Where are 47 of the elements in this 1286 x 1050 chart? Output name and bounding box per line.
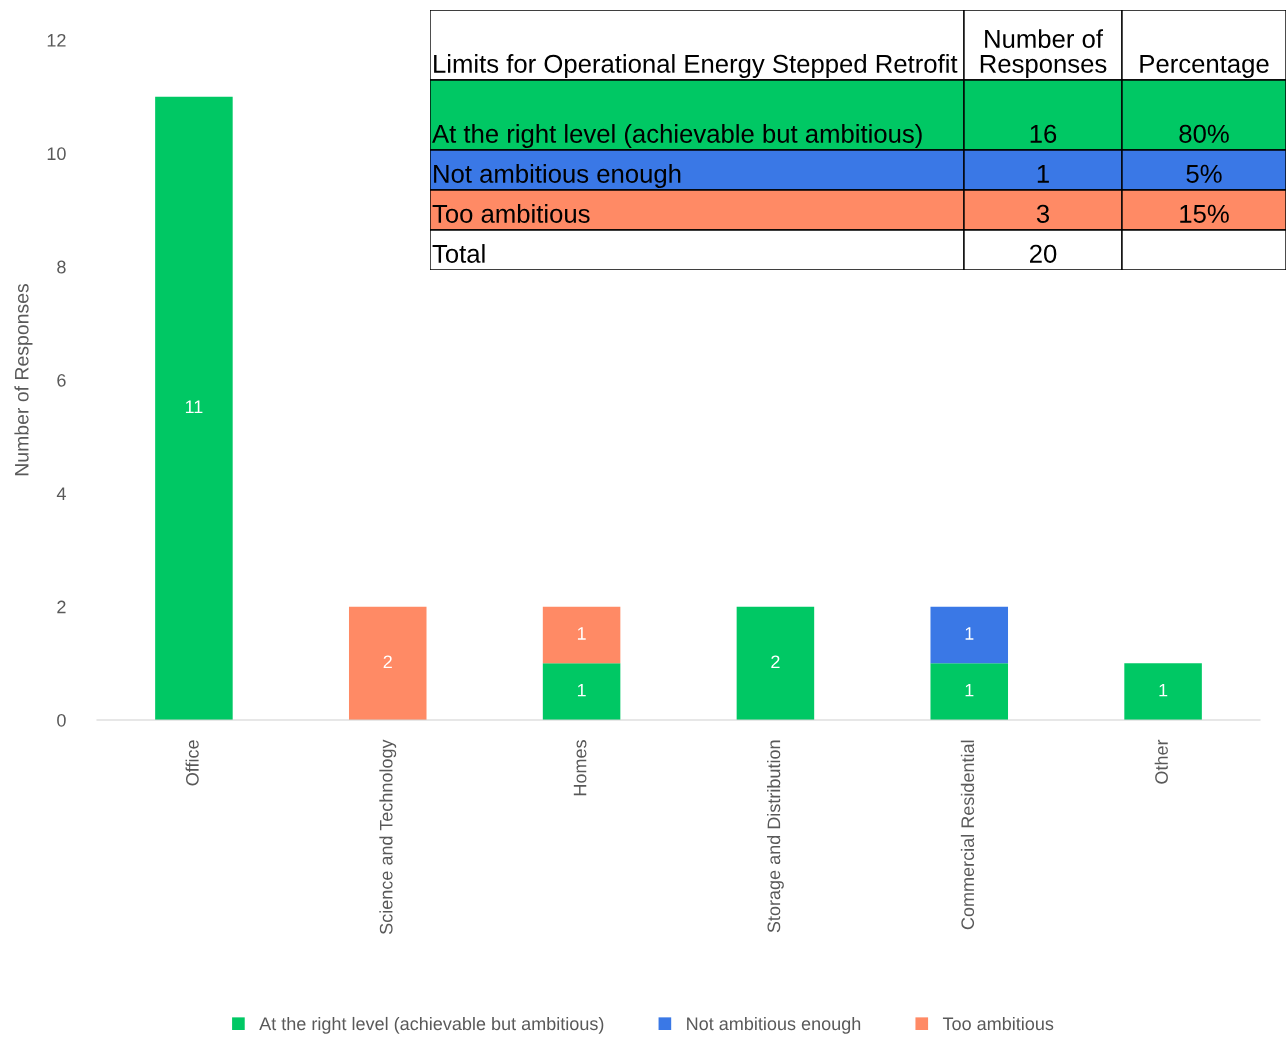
- annotation: Too ambitious: [432, 204, 590, 223]
- legend-label: Too ambitious: [942, 1016, 1054, 1031]
- bar: [542, 606, 621, 664]
- x-tick-label: Homes: [573, 740, 587, 796]
- annotation: Total: [432, 244, 485, 263]
- bar: [348, 606, 427, 720]
- x-tick-label: Other: [1154, 739, 1168, 784]
- y-tick-label: 0: [57, 713, 66, 727]
- y-tick-label: 8: [57, 260, 66, 274]
- y-tick-label: 12: [47, 33, 66, 47]
- annotation: Not ambitious enough: [434, 164, 681, 188]
- annotation: 5%: [1186, 164, 1222, 183]
- data-label: 1: [577, 627, 586, 640]
- annotation: 1: [1037, 164, 1049, 183]
- annotation: Limits for Operational Energy Stepped Retrofit: [434, 54, 958, 78]
- y-axis-title: Number of Responses: [14, 283, 33, 476]
- legend-label: At the right level (achievable but ambitious): [259, 1016, 604, 1034]
- data-label: 1: [965, 683, 974, 697]
- x-tick-label: Storage and Distribution: [767, 740, 784, 933]
- data-label: 1: [965, 627, 974, 640]
- bar: [930, 663, 1009, 720]
- annotation: Percentage: [1140, 54, 1269, 78]
- bar: [1124, 663, 1202, 720]
- annotation: At the right level (achievable but ambitious): [432, 124, 922, 148]
- bar: [930, 606, 1009, 664]
- y-tick-label: 10: [47, 147, 66, 161]
- annotation: 15%: [1180, 204, 1229, 223]
- y-tick-label: 2: [57, 600, 66, 614]
- data-label: 1: [577, 683, 586, 697]
- x-tick-label: Science and Technology: [379, 739, 397, 935]
- annotation: Number of Responses: [980, 29, 1107, 78]
- data-label: 11: [185, 400, 203, 413]
- y-tick-label: 4: [56, 487, 66, 500]
- bar: [542, 663, 621, 720]
- annotation: 20: [1030, 244, 1057, 263]
- annotation: 80%: [1179, 124, 1229, 143]
- x-tick-label: Commercial Residential: [960, 740, 975, 930]
- y-tick-label: 6: [57, 373, 66, 387]
- legend-label: Not ambitious enough: [687, 1016, 861, 1034]
- bar: [155, 96, 233, 720]
- data-label: 1: [1159, 683, 1168, 697]
- annotation: 16: [1030, 124, 1057, 143]
- bar: [736, 606, 815, 720]
- data-label: 2: [383, 655, 392, 668]
- annotation: 3: [1036, 204, 1050, 223]
- x-tick-label: Office: [185, 740, 199, 786]
- data-label: 2: [771, 655, 780, 668]
